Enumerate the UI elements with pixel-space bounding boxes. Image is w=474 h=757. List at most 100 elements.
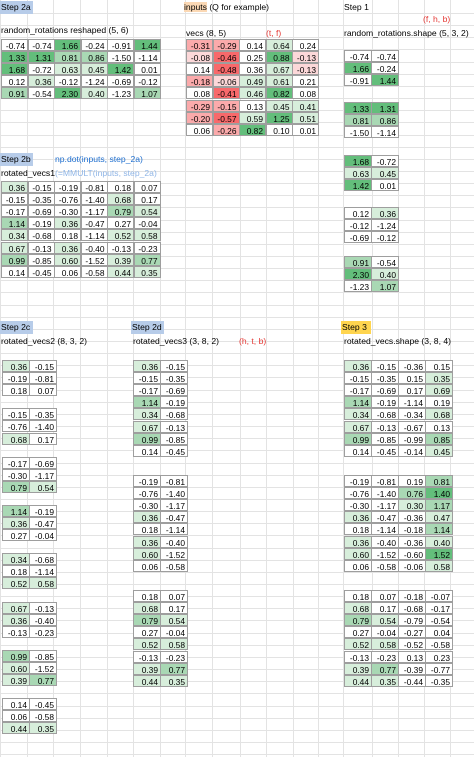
rotated-vecs-cell[interactable]: 0.13 [425, 420, 453, 433]
rotated-vecs1-cell[interactable]: -0.19 [27, 217, 55, 230]
rr-reshaped-cell[interactable]: -0.12 [133, 75, 161, 87]
rotated-vecs-cell[interactable]: -0.68 [398, 602, 426, 615]
step1-cell[interactable]: 1.31 [371, 102, 399, 114]
rotated-vecs2-cell[interactable]: -0.04 [29, 529, 57, 542]
vecs-cell[interactable]: 0.01 [292, 123, 319, 136]
rotated-vecs1-cell[interactable]: -1.14 [80, 229, 108, 242]
rotated-vecs3-cell[interactable]: 0.58 [160, 638, 188, 651]
rotated-vecs3-cell[interactable]: -0.76 [133, 487, 161, 500]
rotated-vecs-cell[interactable]: 1.14 [425, 523, 453, 536]
rotated-vecs-cell[interactable]: 0.58 [371, 638, 399, 651]
rotated-vecs1-cell[interactable]: -0.40 [80, 241, 108, 254]
rotated-vecs3-cell[interactable]: 0.36 [133, 535, 161, 548]
rotated-vecs2-label[interactable]: rotated_vecs2 (8, 3, 2) [1, 336, 87, 346]
rotated-vecs2-cell[interactable]: 0.17 [29, 432, 57, 445]
rotated-vecs3-cell[interactable]: -0.19 [133, 475, 161, 487]
rr-reshaped-cell[interactable]: -0.74 [27, 39, 55, 51]
rotated-vecs-cell[interactable]: -1.14 [371, 523, 399, 536]
vecs-cell[interactable]: -0.29 [212, 39, 240, 51]
rotated-vecs3-cell[interactable]: -0.40 [160, 535, 188, 548]
rr-reshaped-cell[interactable]: -0.12 [54, 75, 81, 87]
rotated-vecs3-cell[interactable]: -0.47 [160, 511, 188, 524]
rotated-vecs-cell[interactable]: -0.30 [344, 499, 372, 512]
rotated-vecs1-cell[interactable]: -0.15 [27, 181, 55, 193]
rotated-vecs2-cell[interactable]: -0.47 [29, 517, 57, 529]
rotated-vecs-cell[interactable]: -0.36 [398, 511, 426, 524]
rotated-vecs-cell[interactable]: 0.13 [398, 650, 426, 663]
rr-reshaped-cell[interactable]: -0.54 [27, 87, 55, 99]
rotated-vecs3-label[interactable]: rotated_vecs3 (3, 8, 2) [133, 336, 219, 346]
rotated-vecs-cell[interactable]: -0.17 [344, 384, 372, 397]
rr-reshaped-cell[interactable]: 0.91 [1, 87, 28, 99]
rotated-vecs3-cell[interactable]: 0.44 [133, 674, 161, 687]
rotated-vecs3-cell[interactable]: 0.27 [133, 626, 161, 639]
rotated-vecs1-cell[interactable]: 1.14 [1, 217, 28, 230]
step1-cell[interactable]: 0.01 [371, 179, 399, 192]
rotated-vecs-cell[interactable]: 0.54 [371, 614, 399, 627]
rotated-vecs2-cell[interactable]: 0.36 [2, 517, 30, 529]
rotated-vecs2-cell[interactable]: -1.40 [29, 420, 57, 433]
rotated-vecs1-cell[interactable]: -0.58 [80, 265, 108, 278]
vecs-cell[interactable]: -0.57 [212, 111, 240, 124]
rotated-vecs2-cell[interactable]: 0.60 [2, 661, 30, 674]
rotated-vecs3-cell[interactable]: -1.14 [160, 523, 188, 536]
rotated-vecs-cell[interactable]: -0.47 [371, 511, 399, 524]
rotated-vecs-cell[interactable]: 1.40 [425, 487, 453, 500]
rotated-vecs2-cell[interactable]: -1.17 [29, 468, 57, 481]
rotated-vecs-cell[interactable]: 0.18 [344, 590, 372, 602]
rotated-vecs1-cell[interactable]: -0.35 [27, 193, 55, 206]
rr-reshaped-cell[interactable]: 0.86 [80, 51, 108, 63]
rotated-vecs1-cell[interactable]: -1.17 [80, 205, 108, 218]
rotated-vecs1-cell[interactable]: -0.30 [54, 205, 81, 218]
rr-reshaped-cell[interactable]: 0.40 [80, 87, 108, 99]
vecs-cell[interactable]: 0.82 [265, 87, 293, 100]
rotated-vecs3-cell[interactable]: -0.19 [160, 396, 188, 409]
vecs-cell[interactable]: 0.08 [186, 87, 213, 100]
rotated-vecs2-cell[interactable]: 0.18 [2, 384, 30, 397]
rotated-vecs1-label[interactable]: rotated_vecs1 [1, 168, 55, 178]
rotated-vecs3-cell[interactable]: -0.17 [133, 384, 161, 397]
rotated-vecs3-cell[interactable]: -0.30 [133, 499, 161, 512]
rotated-vecs2-cell[interactable]: -0.85 [29, 649, 57, 662]
rotated-vecs2-cell[interactable]: 0.27 [2, 529, 30, 542]
vecs-cell[interactable]: -0.06 [212, 75, 240, 88]
rotated-vecs2-cell[interactable]: -0.13 [2, 625, 30, 638]
rr-reshaped-cell[interactable]: -1.14 [133, 51, 161, 63]
rotated-vecs-cell[interactable]: 0.23 [425, 650, 453, 663]
rr-reshaped-cell[interactable]: -1.24 [80, 75, 108, 87]
rotated-vecs3-cell[interactable]: -1.17 [160, 499, 188, 512]
vecs-cell[interactable]: -0.15 [212, 99, 240, 112]
rr-reshaped-cell[interactable]: -1.23 [107, 87, 134, 99]
vecs-cell[interactable]: 0.49 [239, 75, 266, 88]
rotated-vecs2-cell[interactable]: 0.36 [2, 360, 30, 372]
rotated-vecs-cell[interactable]: -0.18 [398, 590, 426, 602]
step1-cell[interactable]: 0.40 [371, 268, 399, 281]
rotated-vecs-cell[interactable]: -0.04 [371, 626, 399, 639]
rotated-vecs-cell[interactable]: 0.34 [344, 408, 372, 421]
step1-cell[interactable]: 0.63 [344, 167, 372, 180]
rotated-vecs3-cell[interactable]: 0.39 [133, 662, 161, 675]
vecs-cell[interactable]: 0.64 [265, 39, 293, 51]
rr-reshaped-cell[interactable]: 0.01 [133, 63, 161, 75]
rotated-vecs3-cell[interactable]: -0.15 [133, 372, 161, 385]
vecs-cell[interactable]: 0.61 [265, 75, 293, 88]
rr-reshaped-cell[interactable]: 0.12 [1, 75, 28, 87]
rotated-vecs-cell[interactable]: 0.47 [425, 511, 453, 524]
rotated-vecs-cell[interactable]: 0.15 [425, 360, 453, 372]
rr-reshaped-cell[interactable]: -0.91 [107, 39, 134, 51]
inputs-header[interactable]: inputs (Q for example) [183, 1, 270, 14]
rotated-vecs-cell[interactable]: 0.17 [398, 384, 426, 397]
rotated-vecs1-cell[interactable]: 0.77 [133, 253, 161, 266]
rotated-vecs-cell[interactable]: -0.35 [425, 674, 453, 687]
rr-reshaped-cell[interactable]: -0.24 [80, 39, 108, 51]
rr-reshaped-cell[interactable]: -0.69 [107, 75, 134, 87]
rotated-vecs-cell[interactable]: -0.40 [371, 535, 399, 548]
vecs-cell[interactable]: 0.36 [239, 63, 266, 76]
rotated-vecs2-cell[interactable]: 0.79 [2, 480, 30, 493]
rotated-vecs1-cell[interactable]: -1.52 [80, 253, 108, 266]
rotated-vecs3-cell[interactable]: -0.13 [133, 650, 161, 663]
rotated-vecs1-cell[interactable]: -0.19 [54, 181, 81, 193]
rotated-vecs2-cell[interactable]: -0.19 [29, 504, 57, 517]
rotated-vecs-cell[interactable]: 0.76 [398, 487, 426, 500]
